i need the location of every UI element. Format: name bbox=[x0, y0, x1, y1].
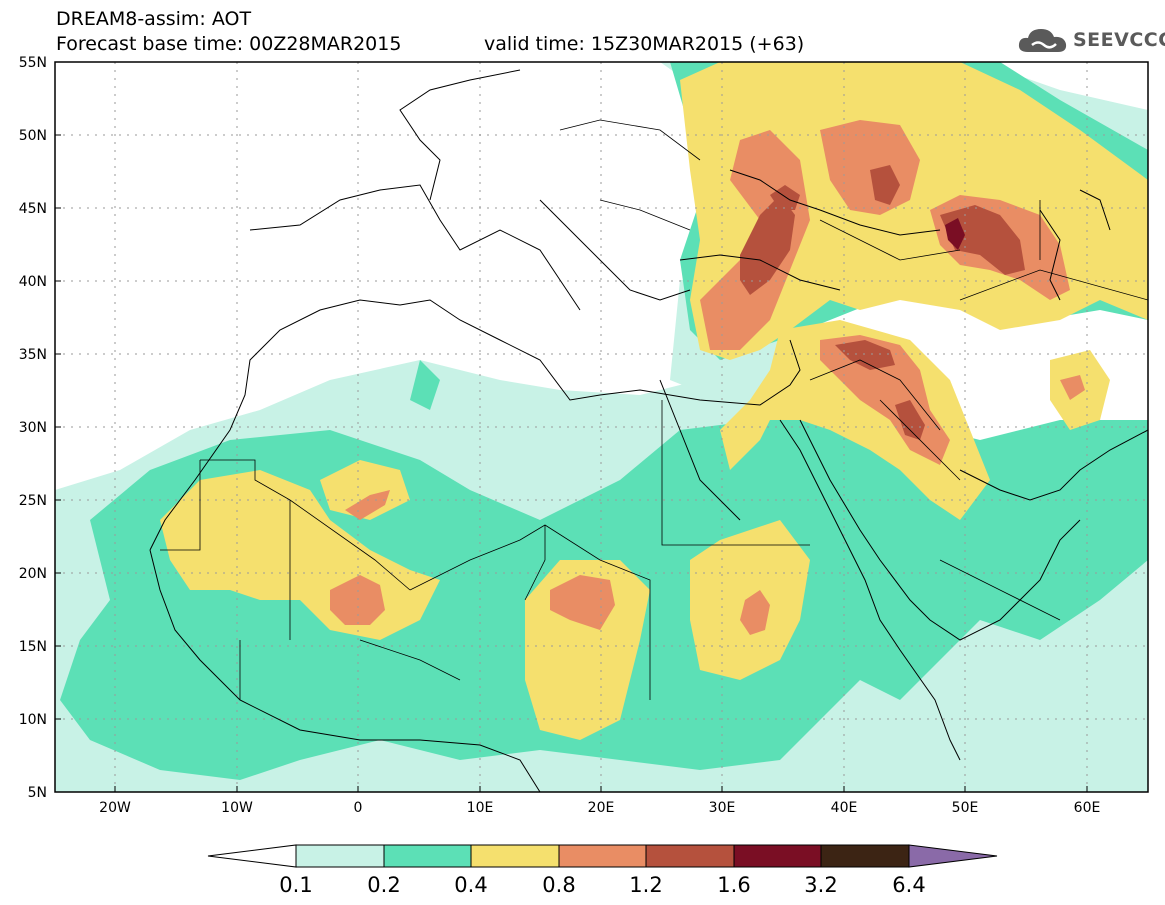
colorbar-label: 0.4 bbox=[454, 873, 487, 897]
lon-label: 0 bbox=[354, 800, 363, 816]
lat-label: 50N bbox=[19, 128, 47, 144]
lon-label: 20E bbox=[588, 800, 615, 816]
lon-label: 20W bbox=[99, 800, 131, 816]
colorbar: 0.1 0.2 0.4 0.8 1.2 1.6 3.2 6.4 bbox=[207, 844, 998, 897]
cloud-icon bbox=[1018, 29, 1067, 52]
lon-label: 60E bbox=[1074, 800, 1101, 816]
colorbar-segment bbox=[645, 844, 735, 868]
country-borders bbox=[160, 119, 1148, 700]
forecast-base-time: Forecast base time: 00Z28MAR2015 bbox=[56, 33, 402, 55]
lon-label: 40E bbox=[831, 800, 858, 816]
colorbar-segment bbox=[558, 844, 647, 868]
axis-ticks bbox=[55, 134, 1088, 792]
colorbar-segment bbox=[383, 844, 472, 868]
colorbar-label: 0.2 bbox=[367, 873, 400, 897]
colorbar-label: 1.2 bbox=[629, 873, 662, 897]
graticule bbox=[55, 62, 1148, 792]
lon-label: 10E bbox=[467, 800, 494, 816]
lat-label: 5N bbox=[28, 785, 47, 801]
lon-label: 10W bbox=[221, 800, 253, 816]
chart-title: DREAM8-assim: AOT bbox=[56, 8, 252, 30]
aot-level-1.2 bbox=[740, 165, 1025, 440]
valid-time: valid time: 15Z30MAR2015 (+63) bbox=[484, 33, 805, 55]
lat-label: 20N bbox=[19, 566, 47, 582]
lat-label: 55N bbox=[19, 55, 47, 71]
lon-label: 50E bbox=[952, 800, 979, 816]
colorbar-label: 3.2 bbox=[804, 873, 837, 897]
lat-labels: 55N 50N 45N 40N 35N 30N 25N 20N 15N 10N … bbox=[19, 55, 47, 801]
lat-label: 15N bbox=[19, 639, 47, 655]
lat-label: 10N bbox=[19, 712, 47, 728]
colorbar-segment bbox=[470, 844, 560, 868]
colorbar-under-arrow bbox=[207, 844, 297, 868]
colorbar-label: 1.6 bbox=[717, 873, 750, 897]
aot-level-1.6 bbox=[945, 218, 965, 250]
colorbar-label: 0.1 bbox=[279, 873, 312, 897]
colorbar-over-arrow bbox=[908, 844, 998, 868]
lat-label: 35N bbox=[19, 347, 47, 363]
colorbar-label: 0.8 bbox=[542, 873, 575, 897]
lat-label: 40N bbox=[19, 274, 47, 290]
lon-labels: 20W 10W 0 10E 20E 30E 40E 50E 60E bbox=[99, 800, 1100, 816]
colorbar-label: 6.4 bbox=[892, 873, 925, 897]
lat-label: 45N bbox=[19, 201, 47, 217]
lat-label: 25N bbox=[19, 493, 47, 509]
colorbar-segment bbox=[295, 844, 385, 868]
seevccc-logo: SEEVCCC bbox=[1016, 24, 1165, 56]
logo-text: SEEVCCC bbox=[1073, 29, 1165, 51]
colorbar-segment bbox=[820, 844, 910, 868]
coastlines bbox=[149, 69, 1148, 792]
lon-label: 30E bbox=[709, 800, 736, 816]
colorbar-segment bbox=[733, 844, 822, 868]
lat-label: 30N bbox=[19, 420, 47, 436]
